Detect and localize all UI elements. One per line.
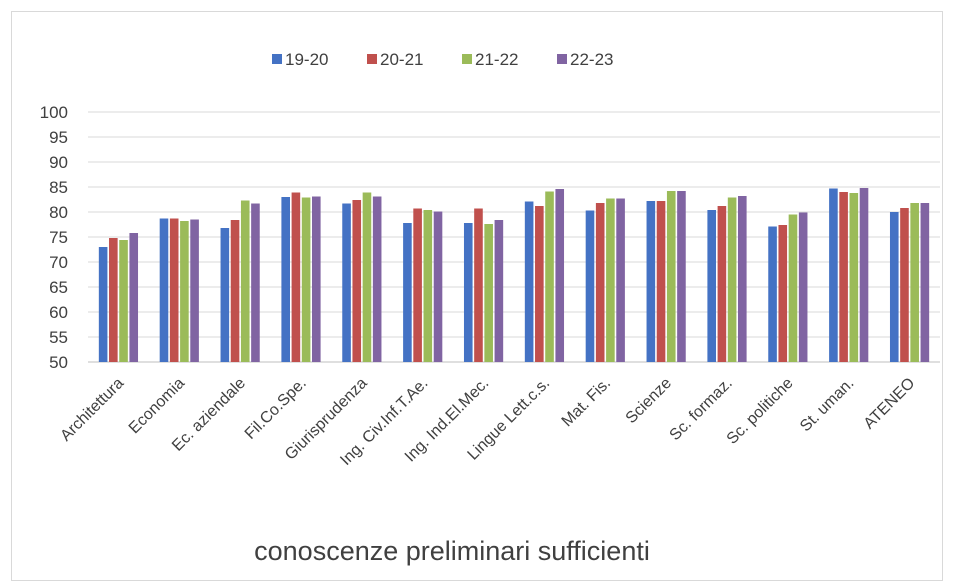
bar [646, 201, 656, 362]
y-tick-label: 60 [49, 303, 68, 322]
y-tick-label: 55 [49, 328, 68, 347]
bar [240, 200, 250, 362]
x-tick-label: Mat. Fis. [559, 375, 614, 430]
bar [788, 214, 798, 362]
y-tick-label: 85 [49, 178, 68, 197]
bar [545, 191, 554, 362]
bar [656, 201, 666, 362]
bar [312, 196, 321, 362]
bar [362, 192, 372, 362]
bar [484, 224, 493, 362]
bar [169, 218, 179, 362]
bar [889, 212, 899, 362]
bar [535, 206, 544, 362]
x-tick-label: ATENEO [861, 375, 919, 433]
bar [595, 203, 605, 362]
bar [281, 197, 290, 362]
bar [463, 223, 473, 362]
y-tick-label: 80 [49, 203, 68, 222]
bar [159, 218, 169, 362]
bar [180, 221, 189, 362]
legend-swatch [557, 54, 567, 64]
y-tick-label: 90 [49, 153, 68, 172]
bar [220, 228, 230, 362]
bar [119, 240, 128, 362]
bar [727, 197, 737, 362]
bar [291, 192, 301, 362]
legend: 19-20 20-21 21-22 22-23 [272, 50, 613, 69]
chart-title: conoscenze preliminari sufficienti [254, 536, 650, 566]
bar [910, 203, 919, 362]
bar [920, 203, 930, 362]
bar [372, 196, 382, 362]
bar [342, 203, 351, 362]
legend-label: 19-20 [285, 50, 328, 69]
bar [98, 247, 108, 362]
bar [352, 200, 362, 362]
bar [301, 197, 311, 362]
bar [413, 208, 422, 362]
bar [474, 208, 483, 362]
bar [433, 211, 443, 362]
bar [606, 198, 615, 362]
bar [585, 210, 595, 362]
y-axis-ticks: 50 55 60 65 70 75 80 85 90 95 100 [40, 103, 68, 372]
bar [839, 192, 848, 362]
bar [738, 196, 747, 362]
bar [423, 210, 433, 362]
legend-swatch [367, 54, 377, 64]
y-tick-label: 95 [49, 128, 68, 147]
bar [900, 208, 909, 362]
bar [666, 191, 676, 362]
gridlines [88, 111, 940, 363]
y-tick-label: 75 [49, 228, 68, 247]
bar [129, 233, 139, 362]
bar [403, 223, 412, 362]
bar [778, 225, 788, 362]
bar [798, 212, 808, 362]
bar [707, 210, 716, 362]
bar [768, 226, 777, 362]
x-tick-label: Architettura [57, 375, 127, 445]
y-tick-label: 70 [49, 253, 68, 272]
bar [849, 193, 859, 362]
legend-swatch [462, 54, 472, 64]
legend-label: 21-22 [475, 50, 518, 69]
bar [251, 203, 260, 362]
bar [677, 191, 686, 362]
legend-label: 22-23 [570, 50, 613, 69]
bar [190, 219, 199, 362]
bar [524, 201, 534, 362]
bar [717, 206, 727, 362]
bar [555, 189, 565, 362]
y-tick-label: 50 [49, 353, 68, 372]
y-tick-label: 65 [49, 278, 68, 297]
y-tick-label: 100 [40, 103, 68, 122]
legend-swatch [272, 54, 282, 64]
bar [230, 220, 240, 362]
x-tick-label: St. uman. [797, 375, 857, 435]
bar [494, 220, 504, 362]
bar [109, 238, 118, 362]
legend-label: 20-21 [380, 50, 423, 69]
bar [616, 198, 625, 362]
bars [98, 188, 930, 362]
x-tick-label: Economia [126, 375, 188, 437]
bar [829, 188, 838, 362]
x-tick-label: Scienze [623, 375, 675, 427]
bar [859, 188, 869, 362]
